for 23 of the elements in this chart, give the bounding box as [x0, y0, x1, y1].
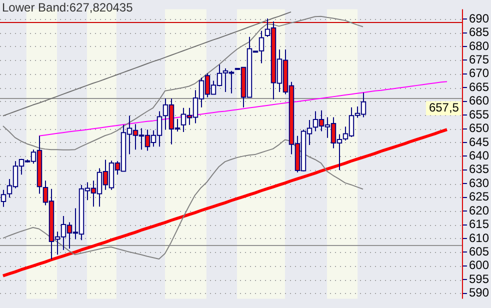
y-tick-label: 625 [468, 190, 490, 204]
y-tick-label: 675 [468, 52, 490, 67]
y-tick-label: 595 [468, 272, 490, 286]
y-tick-label: 645 [468, 134, 490, 149]
y-tick-label: 660 [468, 94, 490, 108]
annotation: 657,5 [428, 100, 460, 115]
y-tick-label: 650 [468, 121, 490, 136]
y-tick-label: 685 [468, 25, 490, 40]
y-tick-label: 640 [468, 148, 490, 163]
y-tick-label: 690 [468, 11, 490, 26]
y-tick-label: 665 [468, 80, 490, 94]
y-tick-label: 630 [468, 176, 490, 190]
y-tick-label: 620 [468, 203, 490, 218]
annotation: Lower Band:627,820435 [2, 0, 134, 14]
y-tick-label: 605 [468, 244, 490, 258]
y-tick-label: 615 [468, 217, 490, 232]
y-tick-label: 655 [468, 107, 490, 122]
y-tick-label: 635 [468, 162, 490, 176]
y-tick-label: 590 [468, 286, 490, 300]
y-tick-label: 680 [468, 38, 490, 53]
y-tick-label: 600 [468, 258, 490, 272]
y-tick-label: 670 [468, 66, 490, 80]
y-tick-label: 610 [468, 230, 490, 245]
